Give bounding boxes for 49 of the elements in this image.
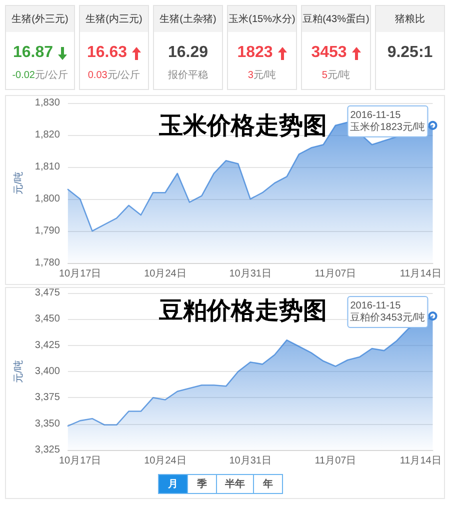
y-tick-label: 3,325	[34, 444, 60, 456]
text: 16.29	[168, 44, 208, 62]
x-tick-label: 10月31日	[229, 456, 272, 466]
chart-title: 豆粕价格走势图	[158, 298, 327, 324]
chart-title: 玉米价格走势图	[158, 112, 327, 140]
y-tick-label: 3,375	[34, 392, 60, 404]
category-label: 生猪(外三元)	[6, 6, 74, 32]
category-label: 生猪(内三元)	[80, 6, 148, 32]
y-tick-label: 1,800	[34, 194, 60, 204]
y-tick-label: 3,400	[34, 366, 60, 377]
data-label: 0.03元/公斤	[86, 68, 142, 82]
y-tick-label: 3,475	[34, 288, 60, 298]
data-label: 5元/吨	[320, 68, 352, 82]
x-tick-label: 10月31日	[229, 268, 272, 280]
text: 16.87	[12, 44, 54, 62]
text: 9.25:1	[387, 44, 433, 62]
annotation: 2016-11-15 玉米价1823元/吨	[350, 110, 426, 133]
data-label: -0.02元/公斤	[11, 68, 69, 82]
x-tick-label: 10月17日	[58, 456, 102, 466]
x-tick-label: 11月07日	[314, 268, 356, 280]
tab-button[interactable]: 年	[253, 474, 283, 494]
y-tick-label: 1,820	[34, 130, 60, 140]
y-axis-title: 元/吨	[12, 360, 24, 383]
data-label: 3元/吨	[246, 68, 278, 82]
category-label: 生猪(土杂猪)	[154, 6, 222, 32]
y-tick-label: 1,790	[34, 226, 60, 236]
x-tick-label: 10月17日	[58, 268, 102, 280]
y-tick-label: 3,425	[34, 340, 60, 351]
text: 1823	[237, 44, 273, 62]
y-tick-label: 3,350	[34, 418, 60, 430]
annotation: 2016-11-15 豆粕价3453元/吨	[350, 300, 426, 324]
tab-button[interactable]: 半年	[216, 474, 254, 494]
data-label: 报价平稳	[167, 68, 209, 82]
category-label: 豆粕(43%蛋白)	[302, 6, 370, 32]
x-tick-label: 11月07日	[314, 456, 356, 466]
x-tick-label: 10月24日	[144, 268, 186, 280]
text: 16.63	[86, 44, 128, 62]
y-tick-label: 1,830	[34, 98, 60, 108]
y-tick-label: 1,810	[34, 162, 60, 172]
tab-button[interactable]: 季	[187, 474, 217, 494]
text: 3453	[311, 44, 347, 62]
category-label: 玉米(15%水分)	[228, 6, 296, 32]
x-tick-label: 10月24日	[144, 456, 186, 466]
y-axis-title: 元/吨	[12, 172, 24, 194]
category-label: 猪粮比	[376, 6, 444, 32]
y-tick-label: 3,450	[34, 314, 60, 325]
y-tick-label: 1,780	[34, 258, 60, 268]
x-tick-label: 11月14日	[400, 268, 442, 280]
x-tick-label: 11月14日	[400, 456, 442, 466]
